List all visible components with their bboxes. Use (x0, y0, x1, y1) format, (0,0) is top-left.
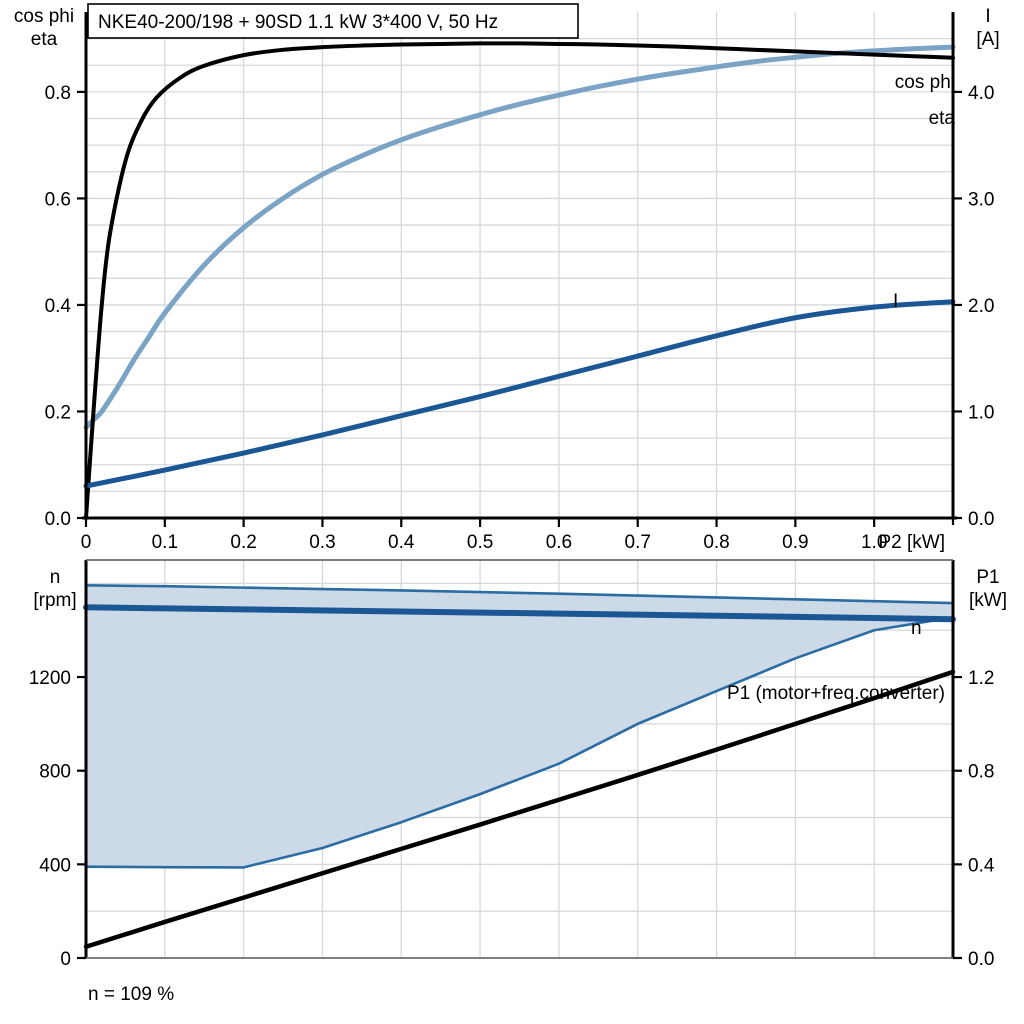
top-left-tick-label: 0.0 (45, 509, 71, 530)
top-x-tick-label: 0.3 (309, 532, 335, 553)
top-left-tick-label: 0.4 (45, 296, 72, 317)
curve-power-p1 (83, 669, 956, 950)
top-chart-frame (82, 12, 957, 520)
curve-current (83, 299, 956, 489)
label-current: I (893, 291, 898, 312)
bottom-right-tick-label: 0.4 (968, 855, 995, 876)
bottom-left-tick-label: 1200 (29, 668, 71, 689)
title-box (87, 3, 579, 39)
top-x-tick-label: 0.2 (230, 532, 256, 553)
top-left-tick-label: 0.6 (45, 189, 71, 210)
top-x-tick-label: 0.5 (467, 532, 493, 553)
label-speed-n: n (911, 618, 922, 639)
top-x-tick-label: 0.1 (152, 532, 178, 553)
bottom-right-axis: 0.0 0.4 0.8 1.2 P1[kW] (953, 567, 1007, 970)
bottom-left-axis: 0 400 800 1200 n[rpm] (29, 567, 86, 970)
bottom-right-axis-title-line2: [kW] (969, 590, 1007, 611)
top-x-axis-title: P2 [kW] (878, 532, 945, 553)
top-left-axis-title-line2: eta (31, 29, 58, 50)
bottom-left-tick-label: 0 (60, 949, 71, 970)
bottom-left-tick-label: 400 (39, 855, 71, 876)
top-right-tick-label: 3.0 (968, 189, 994, 210)
chart-title: NKE40-200/198 + 90SD 1.1 kW 3*400 V, 50 … (98, 12, 498, 33)
label-eta: eta (929, 108, 956, 129)
curve-speed-n (83, 604, 956, 623)
top-x-tick-label: 0.4 (388, 532, 415, 553)
top-right-axis: 0.0 1.0 2.0 3.0 4.0 I[A] (953, 6, 1000, 530)
top-right-tick-label: 4.0 (968, 83, 994, 104)
top-x-tick-label: 0.9 (782, 532, 808, 553)
footer-block: n = 109 % (88, 984, 174, 1005)
top-left-tick-label: 0.2 (45, 402, 71, 423)
bottom-left-axis-title-line2: [rpm] (33, 590, 76, 611)
bottom-left-axis-title-line1: n (50, 567, 61, 588)
top-right-tick-label: 2.0 (968, 296, 994, 317)
bottom-right-tick-label: 0.8 (968, 762, 994, 783)
footer-note: n = 109 % (88, 984, 174, 1005)
speed-range-shaded-area (86, 585, 953, 868)
top-x-tick-label: 1.0 (861, 532, 887, 553)
curve-speed-envelope-upper (84, 583, 955, 605)
top-chart-curves (83, 41, 956, 520)
bottom-right-axis-title-line1: P1 (976, 567, 999, 588)
top-right-tick-label: 0.0 (968, 509, 994, 530)
bottom-left-tick-label: 800 (39, 762, 71, 783)
curve-speed-envelope-lower (84, 616, 955, 869)
top-x-axis: 0 0.1 0.2 0.3 0.4 0.5 0.6 0.7 0.8 0.9 1.0P2 [kW] (81, 512, 955, 553)
top-x-tick-label: 0 (81, 532, 92, 553)
top-left-axis-title-line1: cos phi (14, 6, 74, 27)
label-cos-phi: cos phi (895, 72, 955, 93)
top-right-axis-title-line1: I (985, 6, 990, 27)
bottom-right-tick-label: 1.2 (968, 668, 994, 689)
curve-cos-phi (83, 44, 956, 430)
curve-eta (84, 41, 955, 520)
bottom-chart-envelope (84, 583, 955, 869)
top-x-tick-label: 0.8 (703, 532, 729, 553)
top-x-tick-label: 0.6 (546, 532, 572, 553)
top-right-tick-label: 1.0 (968, 402, 994, 423)
bottom-right-tick-label: 0.0 (968, 949, 994, 970)
title-block: NKE40-200/198 + 90SD 1.1 kW 3*400 V, 50 … (87, 3, 579, 39)
bottom-chart-curves (83, 604, 956, 950)
bottom-curve-labels: n P1 (motor+freq.converter) (727, 618, 945, 704)
top-chart-grid (86, 12, 954, 518)
top-right-axis-title-line2: [A] (976, 29, 999, 50)
bottom-chart-frame (84, 559, 955, 959)
top-curve-labels: cos phi eta I (893, 72, 955, 312)
top-left-tick-label: 0.8 (45, 83, 71, 104)
top-x-tick-label: 0.7 (625, 532, 651, 553)
label-power-p1: P1 (motor+freq.converter) (727, 683, 945, 704)
